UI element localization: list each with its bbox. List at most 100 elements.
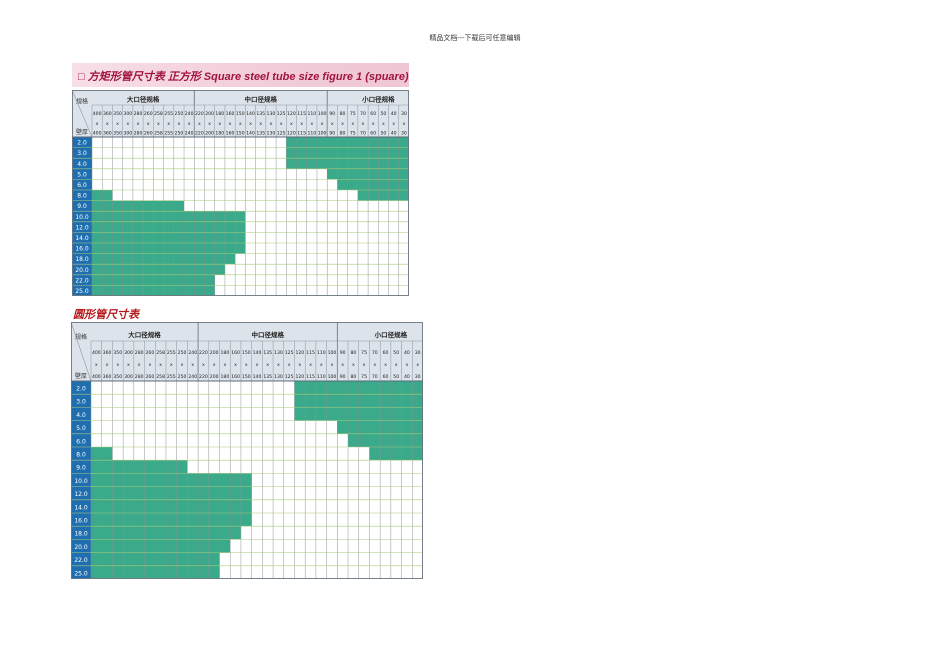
column-header-top: 75 [361, 350, 367, 356]
row-header-thickness: 6.0 [77, 182, 87, 189]
row-header-thickness: 10.0 [74, 478, 88, 485]
cell-empty [194, 168, 205, 180]
cell-empty [357, 274, 369, 286]
column-header-bottom: 60 [383, 374, 389, 380]
cell-available [102, 264, 113, 275]
cell-empty [184, 190, 195, 201]
corner-label-thickness: 壁厚 [75, 372, 87, 380]
column-header-cross: x [213, 363, 216, 368]
cell-available [214, 232, 225, 243]
cell-empty [347, 221, 358, 233]
column-header-top: 400 [92, 350, 101, 356]
cell-available [204, 274, 215, 286]
cell-empty [240, 381, 252, 395]
cell-empty [235, 264, 246, 275]
cell-available [132, 243, 144, 254]
column-header-top: 250 [175, 111, 184, 117]
cell-available [194, 211, 205, 222]
column-header-bottom: 135 [263, 374, 272, 380]
cell-empty [255, 179, 266, 190]
cell-available [401, 447, 413, 461]
cell-empty [112, 158, 123, 169]
cell-empty [255, 264, 266, 275]
column-header-cross: x [159, 363, 162, 368]
cell-empty [251, 526, 263, 540]
cell-empty [230, 394, 241, 408]
cell-available [133, 565, 145, 579]
cell-available [388, 168, 399, 180]
cell-available [378, 147, 389, 159]
column-header-cross: x [341, 363, 344, 368]
cell-available [143, 274, 154, 286]
cell-available [133, 486, 145, 500]
cell-empty [187, 433, 199, 447]
cell-empty [286, 168, 297, 180]
column-header-bottom: 130 [274, 374, 283, 380]
cell-available [357, 147, 369, 159]
cell-available [326, 394, 338, 408]
cell-empty [251, 486, 263, 500]
cell-empty [176, 420, 188, 434]
cell-empty [173, 158, 185, 169]
cell-available [132, 264, 144, 275]
cell-available [153, 274, 164, 286]
cell-empty [155, 433, 166, 447]
column-header-bottom: 250 [178, 374, 187, 380]
cell-available [296, 147, 307, 159]
cell-empty [184, 179, 195, 190]
cell-available [316, 147, 328, 159]
cell-empty [326, 447, 338, 461]
corner-label-spec: 规格 [76, 98, 88, 106]
cell-available [398, 190, 409, 201]
cell-empty [224, 158, 236, 169]
cell-available [194, 285, 205, 296]
cell-empty [144, 394, 156, 408]
cell-empty [286, 221, 297, 233]
cell-empty [262, 473, 274, 487]
row-header-thickness: 16.0 [74, 518, 88, 525]
cell-empty [153, 168, 164, 180]
column-header-top: 70 [360, 111, 366, 117]
column-header-top: 80 [350, 350, 356, 356]
column-header-cross: x [288, 363, 291, 368]
column-header-cross: x [384, 363, 387, 368]
cell-empty [198, 407, 209, 421]
cell-empty [219, 447, 231, 461]
cell-empty [347, 243, 358, 254]
cell-empty [369, 565, 381, 579]
cell-empty [296, 179, 307, 190]
column-header-cross: x [280, 122, 283, 127]
cell-available [240, 499, 252, 513]
cell-available [380, 420, 391, 434]
cell-available [143, 285, 154, 296]
cell-empty [357, 232, 369, 243]
cell-empty [326, 539, 338, 553]
cell-available [122, 285, 133, 296]
cell-empty [91, 433, 102, 447]
cell-empty [337, 285, 348, 296]
cell-empty [347, 200, 358, 212]
cell-empty [255, 168, 266, 180]
cell-empty [294, 473, 306, 487]
column-header-bottom: 350 [113, 374, 122, 380]
cell-available [187, 526, 199, 540]
cell-available [153, 253, 164, 265]
cell-empty [305, 473, 316, 487]
cell-empty [262, 394, 274, 408]
cell-available [173, 200, 185, 212]
column-header-cross: x [178, 122, 181, 127]
cell-empty [219, 552, 231, 566]
cell-available [123, 552, 134, 566]
cell-available [122, 211, 133, 222]
column-header-bottom: 140 [253, 374, 262, 380]
cell-available [91, 526, 102, 540]
cell-empty [305, 565, 316, 579]
cell-available [194, 253, 205, 265]
row-header-thickness: 2.0 [76, 386, 86, 393]
column-header-top: 130 [267, 111, 276, 117]
cell-empty [92, 158, 103, 169]
cell-available [357, 179, 369, 190]
column-header-cross: x [320, 363, 323, 368]
cell-available [132, 274, 144, 286]
cell-empty [390, 513, 402, 527]
